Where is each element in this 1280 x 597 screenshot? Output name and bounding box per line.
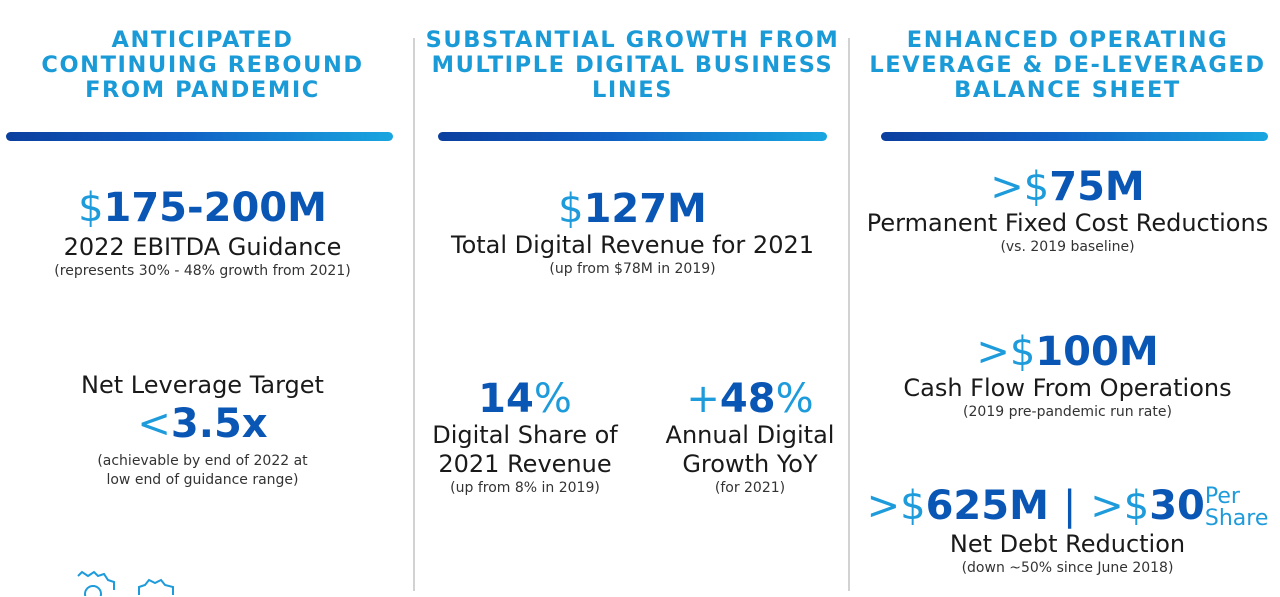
cash-flow-note: (2019 pre-pandemic run rate) (963, 404, 1172, 420)
net-debt-value: 625M (925, 483, 1049, 529)
column-heading: SUBSTANTIAL GROWTH FROM MULTIPLE DIGITAL… (425, 27, 840, 103)
digital-growth-note: (for 2021) (714, 480, 786, 496)
percent-symbol: % (533, 376, 572, 422)
digital-share-note: (up from 8% in 2019) (450, 480, 600, 496)
value-separator: | (1062, 483, 1077, 529)
heading-underline-bar (881, 132, 1268, 141)
per-share-caption: Per Share (1205, 486, 1269, 530)
digital-growth-figure: +48% Annual Digital Growth YoY (for 2021… (650, 377, 850, 498)
share-text: Share (1204, 506, 1269, 531)
net-debt-note: (down ~50% since June 2018) (961, 560, 1174, 576)
cash-flow-label: Cash Flow From Operations (903, 374, 1232, 402)
greater-than-dollar-symbol: >$ (990, 164, 1050, 210)
per-text: Per (1204, 484, 1240, 509)
greater-than-dollar-symbol: >$ (1090, 483, 1150, 529)
per-share-value: 30 (1149, 483, 1205, 529)
ebitda-label: 2022 EBITDA Guidance (63, 233, 342, 261)
plus-symbol: + (686, 376, 720, 422)
cash-flow-figure: >$100M Cash Flow From Operations (2019 p… (855, 330, 1280, 422)
digital-share-value: 14 (478, 376, 534, 422)
column-rebound: ANTICIPATED CONTINUING REBOUND FROM PAND… (0, 0, 405, 596)
fixed-cost-label: Permanent Fixed Cost Reductions (866, 209, 1269, 237)
fixed-cost-figure: >$75M Permanent Fixed Cost Reductions (v… (855, 165, 1280, 257)
digital-revenue-figure: $127M Total Digital Revenue for 2021 (up… (420, 187, 845, 279)
ebitda-value: 175-200M (103, 185, 327, 231)
cash-flow-value: 100M (1035, 329, 1159, 375)
digital-revenue-note: (up from $78M in 2019) (549, 261, 716, 277)
digital-revenue-value: 127M (583, 186, 707, 232)
digital-revenue-label: Total Digital Revenue for 2021 (451, 231, 814, 259)
net-debt-figure: >$625M | >$30Per Share Net Debt Reduction… (855, 484, 1280, 578)
percent-symbol: % (775, 376, 814, 422)
less-than-symbol: < (137, 401, 171, 447)
digital-growth-value: 48 (719, 376, 776, 422)
gear-icon (138, 578, 174, 595)
digital-share-figure: 14% Digital Share of 2021 Revenue (up fr… (420, 377, 630, 498)
column-digital-growth: SUBSTANTIAL GROWTH FROM MULTIPLE DIGITAL… (420, 0, 845, 591)
column-heading: ENHANCED OPERATING LEVERAGE & DE-LEVERAG… (869, 27, 1266, 103)
leverage-title: Net Leverage Target (81, 371, 324, 399)
ebitda-note: (represents 30% - 48% growth from 2021) (54, 263, 351, 279)
heading-underline-bar (6, 132, 393, 141)
net-debt-label: Net Debt Reduction (949, 530, 1186, 558)
column-divider (413, 38, 415, 591)
digital-growth-label: Annual Digital Growth YoY (665, 421, 835, 478)
digital-share-label: Digital Share of 2021 Revenue (432, 421, 618, 478)
column-heading: ANTICIPATED CONTINUING REBOUND FROM PAND… (41, 27, 364, 103)
fixed-cost-value: 75M (1049, 164, 1145, 210)
greater-than-dollar-symbol: >$ (866, 483, 926, 529)
column-operating-leverage: ENHANCED OPERATING LEVERAGE & DE-LEVERAG… (855, 0, 1280, 591)
dollar-symbol: $ (558, 186, 584, 232)
leverage-note: (achievable by end of 2022 at low end of… (97, 453, 308, 488)
leverage-value: 3.5x (170, 401, 268, 447)
column-divider (848, 38, 850, 591)
greater-than-dollar-symbol: >$ (976, 329, 1036, 375)
fixed-cost-note: (vs. 2019 baseline) (1000, 239, 1135, 255)
ebitda-figure: $175-200M 2022 EBITDA Guidance (represen… (0, 186, 405, 281)
heading-underline-bar (438, 132, 827, 141)
leverage-figure: Net Leverage Target <3.5x (achievable by… (0, 371, 405, 490)
dollar-symbol: $ (78, 185, 104, 231)
